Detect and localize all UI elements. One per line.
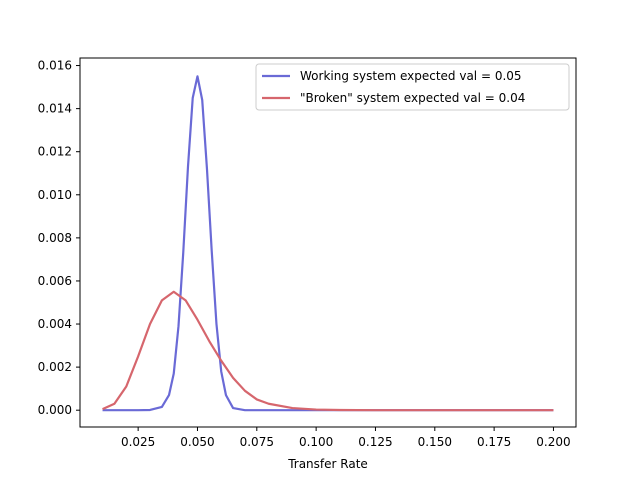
x-tick-label: 0.050 <box>180 435 214 449</box>
x-tick-label: 0.150 <box>418 435 452 449</box>
y-tick-label: 0.006 <box>38 274 72 288</box>
legend-label-2: "Broken" system expected val = 0.04 <box>300 91 525 105</box>
legend-label-1: Working system expected val = 0.05 <box>300 69 522 83</box>
legend-box <box>255 63 570 111</box>
series-line-2 <box>102 290 554 412</box>
x-axis: 0.025 0.050 0.075 0.100 0.125 0.150 0.175 0.200 <box>121 427 571 449</box>
y-tick-label: 0.002 <box>38 360 72 374</box>
y-axis: 0.000 0.002 0.004 0.006 0.008 0.010 0.012 0.014… <box>38 59 80 417</box>
plot-frame <box>79 57 577 428</box>
y-tick-label: 0.000 <box>38 403 72 417</box>
series-layer <box>102 75 554 412</box>
series-line-1 <box>102 75 554 412</box>
y-tick-label: 0.014 <box>38 102 72 116</box>
x-tick-label: 0.200 <box>536 435 570 449</box>
y-tick-label: 0.010 <box>38 188 72 202</box>
x-tick-label: 0.125 <box>358 435 392 449</box>
y-tick-label: 0.008 <box>38 231 72 245</box>
y-tick-label: 0.016 <box>38 59 72 73</box>
x-axis-title: Transfer Rate <box>287 457 368 471</box>
x-tick-label: 0.175 <box>477 435 511 449</box>
x-tick-label: 0.025 <box>121 435 155 449</box>
x-tick-label: 0.075 <box>240 435 274 449</box>
y-tick-label: 0.012 <box>38 145 72 159</box>
x-tick-label: 0.100 <box>299 435 333 449</box>
y-tick-label: 0.004 <box>38 317 72 331</box>
legend: Working system expected val = 0.05 "Broke… <box>255 63 570 111</box>
